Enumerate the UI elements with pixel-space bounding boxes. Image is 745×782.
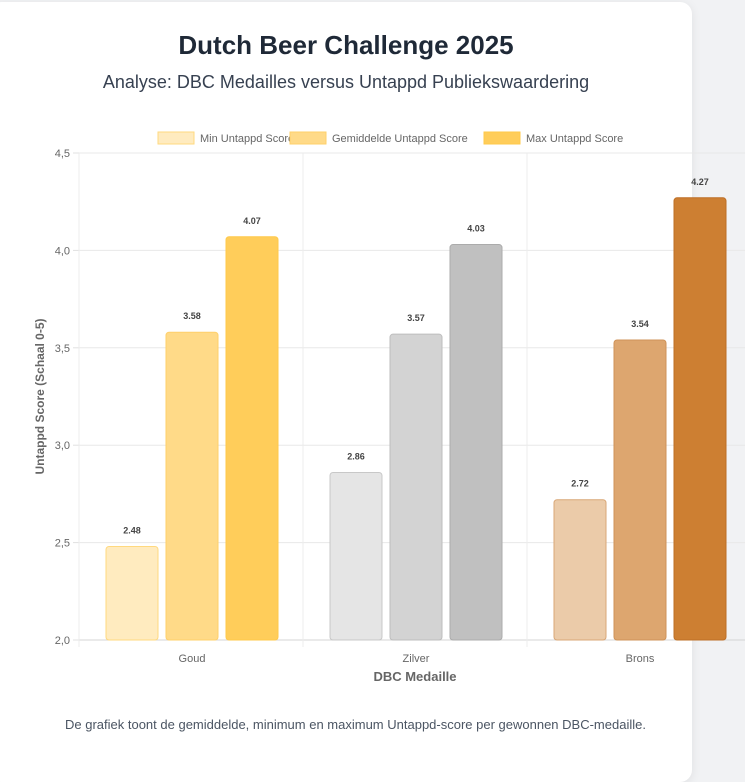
x-tick-label: Zilver bbox=[403, 653, 430, 665]
chart-card bbox=[0, 2, 692, 782]
y-axis-title: Untappd Score (Schaal 0-5) bbox=[33, 318, 47, 474]
y-tick-label: 2,5 bbox=[55, 538, 70, 550]
bar-brons-1 bbox=[613, 339, 667, 641]
legend-swatch bbox=[483, 131, 521, 145]
legend-label: Min Untappd Score bbox=[200, 133, 294, 145]
data-label: 4.27 bbox=[691, 177, 709, 187]
legend-swatch bbox=[157, 131, 195, 145]
bar-goud-2 bbox=[225, 236, 279, 641]
legend-label: Max Untappd Score bbox=[526, 133, 623, 145]
data-label: 3.58 bbox=[183, 311, 201, 321]
data-label: 3.57 bbox=[407, 313, 425, 323]
y-tick-label: 4,0 bbox=[55, 245, 70, 257]
y-tick-label: 3,5 bbox=[55, 343, 70, 355]
x-axis-title: DBC Medaille bbox=[373, 669, 456, 684]
bar-zilver-1 bbox=[389, 333, 443, 641]
x-tick-label: Goud bbox=[179, 653, 206, 665]
data-label: 4.07 bbox=[243, 216, 261, 226]
bar-zilver-0 bbox=[329, 471, 383, 641]
y-tick-label: 4,5 bbox=[55, 148, 70, 160]
legend-label: Gemiddelde Untappd Score bbox=[332, 133, 468, 145]
bar-brons-2 bbox=[673, 197, 727, 641]
bar-chart: 2,0 2,5 3,0 3,5 4,0 4,5 Untappd Score (Schaal … bbox=[33, 131, 745, 684]
data-label: 3.54 bbox=[631, 319, 649, 329]
page-title: Dutch Beer Challenge 2025 bbox=[178, 30, 514, 60]
footer-note: De grafiek toont de gemiddelde, minimum … bbox=[65, 717, 646, 732]
bar-goud-0 bbox=[105, 545, 159, 641]
bar-zilver-2 bbox=[449, 244, 503, 641]
y-tick-label: 2,0 bbox=[55, 635, 70, 647]
data-label: 2.48 bbox=[123, 525, 141, 535]
x-tick-label: Brons bbox=[626, 653, 655, 665]
bar-brons-0 bbox=[553, 499, 607, 641]
data-label: 2.72 bbox=[571, 479, 589, 489]
data-label: 2.86 bbox=[347, 451, 365, 461]
data-label: 4.03 bbox=[467, 224, 485, 234]
y-tick-label: 3,0 bbox=[55, 440, 70, 452]
legend-swatch bbox=[289, 131, 327, 145]
page-subtitle: Analyse: DBC Medailles versus Untappd Pu… bbox=[102, 72, 590, 92]
bar-goud-1 bbox=[165, 331, 219, 641]
